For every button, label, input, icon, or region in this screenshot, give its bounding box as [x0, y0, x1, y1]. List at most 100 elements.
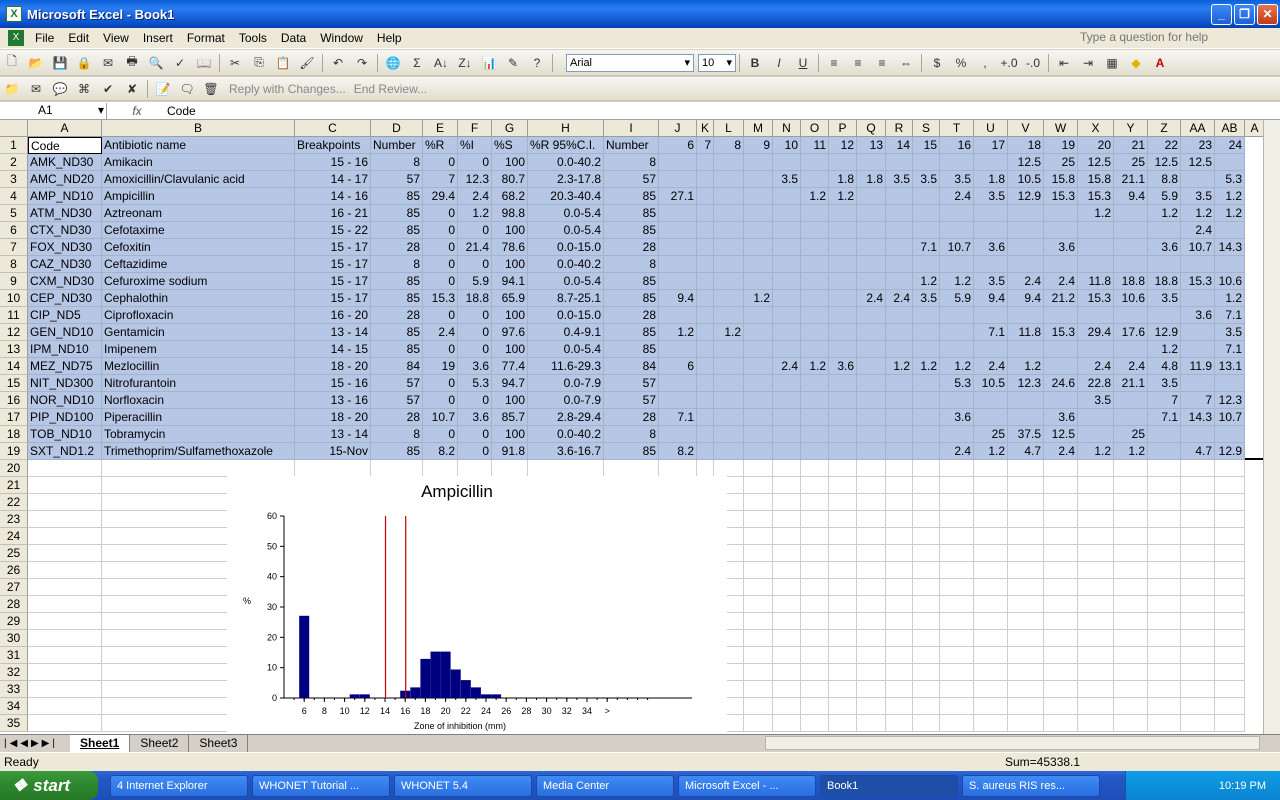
cell[interactable]: 0.0-5.4 [528, 222, 604, 239]
cell[interactable] [714, 647, 744, 664]
cell[interactable] [940, 630, 974, 647]
cell[interactable]: 10.6 [1215, 273, 1245, 290]
cell[interactable]: 1.8 [857, 171, 886, 188]
cell[interactable]: 77.4 [492, 358, 528, 375]
cell[interactable]: 3.5 [913, 171, 940, 188]
cell[interactable] [744, 664, 773, 681]
cell[interactable]: 15.3 [1078, 290, 1114, 307]
cell[interactable] [714, 426, 744, 443]
cell[interactable]: 12.5 [1078, 154, 1114, 171]
cell[interactable] [1148, 460, 1181, 477]
edit-comment-icon[interactable]: 📝 [155, 81, 171, 96]
row-header[interactable]: 13 [0, 341, 28, 358]
cell[interactable] [913, 630, 940, 647]
cell[interactable] [1044, 528, 1078, 545]
cell[interactable]: 12.5 [1044, 426, 1078, 443]
cell[interactable]: 10.5 [1008, 171, 1044, 188]
row-header[interactable]: 7 [0, 239, 28, 256]
cell[interactable] [913, 664, 940, 681]
cell[interactable] [1008, 222, 1044, 239]
menu-help[interactable]: Help [376, 31, 402, 45]
cell[interactable] [1078, 222, 1114, 239]
cell[interactable] [829, 579, 857, 596]
cell[interactable]: 85 [371, 290, 423, 307]
cell[interactable] [940, 341, 974, 358]
cell[interactable] [801, 256, 829, 273]
cell[interactable]: 37.5 [1008, 426, 1044, 443]
cell[interactable] [913, 579, 940, 596]
cell[interactable]: 10.6 [1114, 290, 1148, 307]
help-search-input[interactable]: Type a question for help [1080, 30, 1209, 44]
sort-ascending-icon[interactable]: A↓ [433, 55, 448, 70]
cell[interactable]: 0.0-40.2 [528, 154, 604, 171]
cell[interactable] [1215, 375, 1245, 392]
cell[interactable] [697, 443, 714, 460]
cell[interactable]: 2.4 [857, 290, 886, 307]
cell[interactable] [801, 630, 829, 647]
cell[interactable]: 19 [1044, 137, 1078, 154]
cell[interactable] [801, 681, 829, 698]
cell[interactable] [697, 222, 714, 239]
cell[interactable]: 13 [857, 137, 886, 154]
cell[interactable]: 0 [458, 341, 492, 358]
cell[interactable] [1078, 630, 1114, 647]
cell[interactable] [829, 698, 857, 715]
cell[interactable] [857, 273, 886, 290]
cell[interactable] [829, 256, 857, 273]
cell[interactable]: 8.2 [659, 443, 697, 460]
redo-icon[interactable]: ↷ [356, 55, 368, 70]
cell[interactable] [829, 647, 857, 664]
cell[interactable]: 28 [604, 409, 659, 426]
cell[interactable]: FOX_ND30 [28, 239, 102, 256]
start-button[interactable]: ❖ start [0, 771, 98, 800]
cell[interactable]: SXT_ND1.2 [28, 443, 102, 460]
cell[interactable]: 12.3 [1008, 375, 1044, 392]
cell[interactable] [28, 460, 102, 477]
column-header[interactable]: N [773, 120, 801, 137]
cell[interactable] [773, 511, 801, 528]
column-header[interactable]: U [974, 120, 1008, 137]
cell[interactable] [773, 188, 801, 205]
cell[interactable]: %S [492, 137, 528, 154]
cell[interactable] [697, 239, 714, 256]
cell[interactable] [28, 528, 102, 545]
cell[interactable] [1148, 256, 1181, 273]
cell[interactable] [1148, 664, 1181, 681]
cell[interactable] [714, 562, 744, 579]
cell[interactable]: 18.8 [1148, 273, 1181, 290]
cell[interactable] [974, 222, 1008, 239]
cell[interactable] [1215, 528, 1245, 545]
cell[interactable]: 1.2 [1078, 443, 1114, 460]
cell[interactable] [801, 392, 829, 409]
cell[interactable] [913, 494, 940, 511]
cell[interactable] [940, 562, 974, 579]
cell[interactable] [974, 341, 1008, 358]
cell[interactable] [773, 681, 801, 698]
cell[interactable] [940, 545, 974, 562]
cell[interactable] [773, 545, 801, 562]
cell[interactable] [714, 630, 744, 647]
cell[interactable] [1215, 256, 1245, 273]
cell[interactable]: 17 [974, 137, 1008, 154]
cell[interactable] [1044, 392, 1078, 409]
cell[interactable] [1215, 545, 1245, 562]
cell[interactable] [1044, 681, 1078, 698]
cell[interactable] [1181, 256, 1215, 273]
cell[interactable]: 20 [1078, 137, 1114, 154]
cell[interactable] [714, 596, 744, 613]
cell[interactable] [697, 409, 714, 426]
cell[interactable]: 7.1 [1215, 307, 1245, 324]
cell[interactable] [801, 443, 829, 460]
cell[interactable] [697, 273, 714, 290]
cell[interactable]: 15 - 17 [295, 290, 371, 307]
cut-icon[interactable]: ✂ [229, 55, 241, 70]
cell[interactable]: 15.3 [1044, 324, 1078, 341]
cell[interactable]: 57 [371, 171, 423, 188]
cell[interactable]: 23 [1181, 137, 1215, 154]
cell[interactable] [1044, 307, 1078, 324]
cell[interactable] [801, 154, 829, 171]
cell[interactable]: 2.4 [1008, 273, 1044, 290]
cell[interactable] [940, 596, 974, 613]
cell[interactable] [940, 477, 974, 494]
cell[interactable] [940, 154, 974, 171]
